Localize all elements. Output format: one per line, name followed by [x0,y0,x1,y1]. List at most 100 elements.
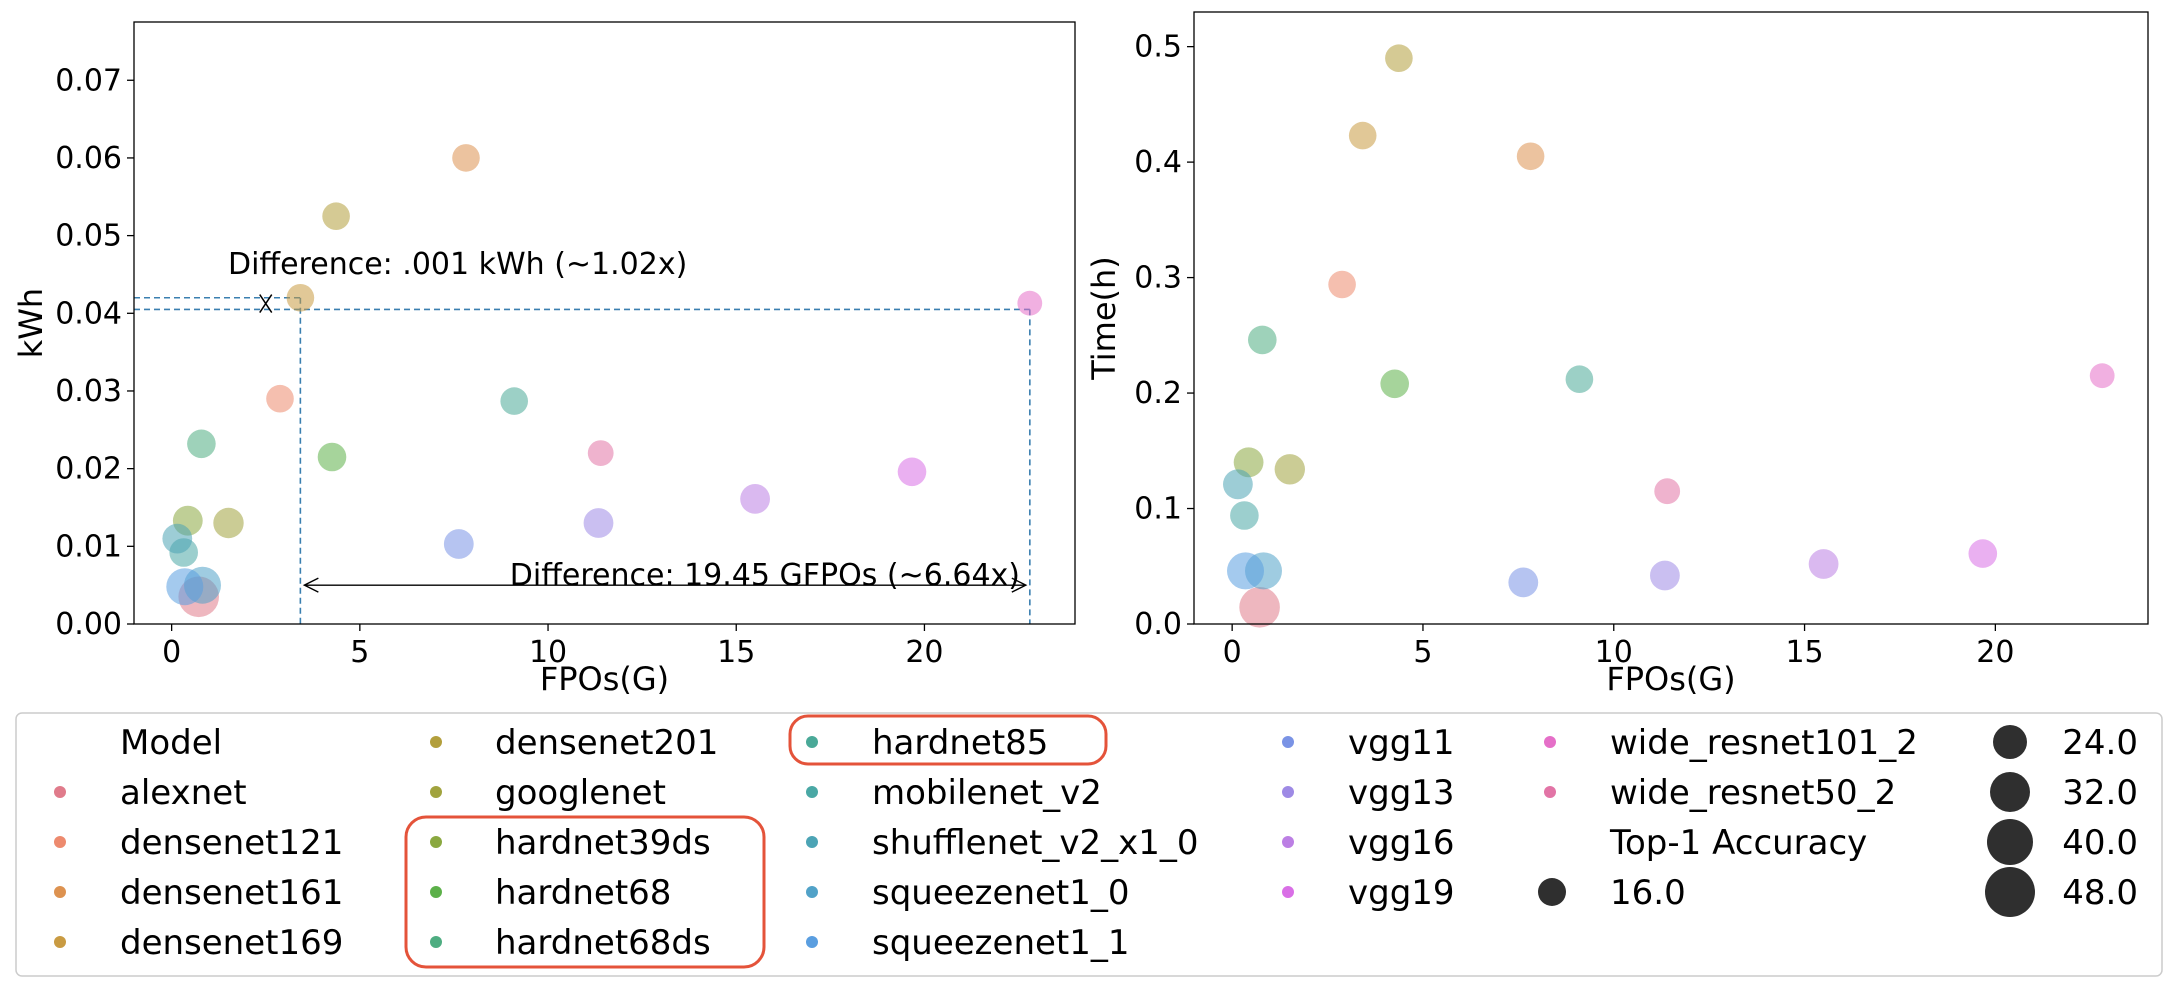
legend-size-marker-0 [1538,878,1566,906]
x-tick-label: 10 [1595,635,1633,670]
legend-marker-squeezenet1_1 [806,936,818,948]
point-hardnet85 [500,387,528,415]
legend-size-label-2: 32.0 [2062,773,2138,813]
y-tick-label: 0.3 [1134,261,1182,296]
point-vgg19 [897,457,927,487]
y-tick-label: 0.00 [55,607,122,642]
annotation-fpos-difference: Difference: 19.45 GFPOs (~6.64x) [510,558,1020,593]
point-wide_resnet101_2 [1017,290,1043,316]
legend-item-densenet201: densenet201 [495,723,718,763]
legend-item-shufflenet_v2_x1_0: shufflenet_v2_x1_0 [872,823,1199,863]
point-shufflenet_v2_x1_0 [1223,469,1253,500]
point-hardnet68ds [1248,325,1277,355]
legend-marker-densenet201 [430,736,442,748]
point-densenet161 [452,144,480,172]
legend-item-vgg16: vgg16 [1348,823,1455,863]
difference-arrow-head-left [302,577,319,593]
legend-marker-hardnet68 [430,886,442,898]
point-densenet121 [266,384,294,413]
point-wide_resnet101_2 [2089,363,2115,389]
legend-marker-vgg13 [1282,786,1294,798]
point-densenet161 [1516,142,1545,171]
legend-size-label-1: 24.0 [2062,723,2138,763]
time-vs-fpos-chart: 0 5 10 15 20 0.0 0.1 0.2 0.3 0.4 0.5 FPOs(G) Time(h) [1085,11,2149,698]
point-shufflenet_v2_x1_0 [162,523,193,554]
y-axis-label: Time(h) [1085,256,1123,381]
y-tick-label: 0.03 [55,374,122,409]
point-vgg19 [1968,539,1998,568]
y-tick-label: 0.5 [1134,30,1182,65]
legend-item-wide_resnet50_2: wide_resnet50_2 [1610,773,1896,813]
point-googlenet [213,507,244,539]
x-tick-label: 20 [1976,635,2014,670]
y-tick-label: 0.04 [55,296,122,331]
legend-size-marker-4 [1985,867,2035,917]
y-tick-label: 0.01 [55,529,122,564]
legend-marker-mobilenet_v2 [806,786,818,798]
legend-item-wide_resnet101_2: wide_resnet101_2 [1610,723,1918,763]
highlight-hardnet39-68 [404,815,766,969]
legend-item-vgg11: vgg11 [1348,723,1455,763]
point-wide_resnet50_2 [1654,478,1681,505]
legend-marker-densenet161 [54,886,66,898]
point-densenet169 [1348,121,1377,150]
legend-marker-hardnet39ds [430,836,442,848]
legend-size-label-3: 40.0 [2062,823,2138,863]
y-tick-label: 0.0 [1134,607,1182,642]
legend-marker-squeezenet1_0 [806,886,818,898]
legend-item-hardnet85: hardnet85 [872,723,1048,763]
point-densenet201 [322,202,350,230]
point-densenet121 [1328,270,1356,299]
point-hardnet68 [317,442,347,472]
plot-frame [1193,11,2149,625]
y-tick-label: 0.06 [55,141,122,176]
legend-size-marker-3 [1987,819,2033,865]
x-axis-label: FPOs(G) [540,660,669,698]
legend-item-densenet121: densenet121 [120,823,343,863]
point-vgg16 [740,484,770,514]
point-googlenet [1274,454,1306,485]
x-tick-label: 5 [350,635,369,670]
point-hardnet85 [1565,365,1594,394]
legend-marker-vgg11 [1282,736,1294,748]
x-tick-label: 5 [1413,635,1432,670]
legend-item-mobilenet_v2: mobilenet_v2 [872,773,1102,813]
x-tick-label: 0 [162,635,181,670]
point-mobilenet_v2 [1230,501,1259,530]
x-axis-label: FPOs(G) [1606,660,1735,698]
point-squeezenet1_1 [166,568,204,606]
legend-item-hardnet68ds: hardnet68ds [495,923,711,963]
legend-frame [15,712,2163,977]
point-alexnet [1239,587,1280,628]
legend-marker-shufflenet_v2_x1_0 [806,836,818,848]
legend-size-label-0: 16.0 [1610,873,1686,913]
legend-item-densenet161: densenet161 [120,873,343,913]
legend-marker-googlenet [430,786,442,798]
point-densenet169 [286,284,315,312]
legend-marker-hardnet85 [806,736,818,748]
legend-item-googlenet: googlenet [495,773,666,813]
point-vgg13 [1650,560,1680,591]
legend-marker-vgg19 [1282,886,1294,898]
x-tick-label: 20 [905,635,943,670]
legend-marker-wide_resnet101_2 [1544,736,1556,748]
legend-item-hardnet68: hardnet68 [495,873,671,913]
difference-arrow-head-right [1011,577,1028,593]
legend-model-title: Model [120,723,222,763]
legend-size-label-4: 48.0 [2062,873,2138,913]
point-wide_resnet50_2 [587,440,614,466]
y-tick-label: 0.2 [1134,376,1182,411]
point-vgg13 [583,508,614,538]
legend-item-alexnet: alexnet [120,773,247,813]
legend-marker-densenet169 [54,936,66,948]
x-tick-label: 10 [529,635,567,670]
legend-marker-wide_resnet50_2 [1544,786,1556,798]
legend-size-marker-1 [1993,725,2027,759]
legend-marker-hardnet68ds [430,936,442,948]
legend-item-vgg19: vgg19 [1348,873,1455,913]
point-vgg11 [443,529,474,559]
legend-size-marker-2 [1990,772,2030,812]
y-axis-label: kWh [12,288,50,358]
legend: Model alexnet densenet121 densenet161 densen… [15,712,2163,977]
